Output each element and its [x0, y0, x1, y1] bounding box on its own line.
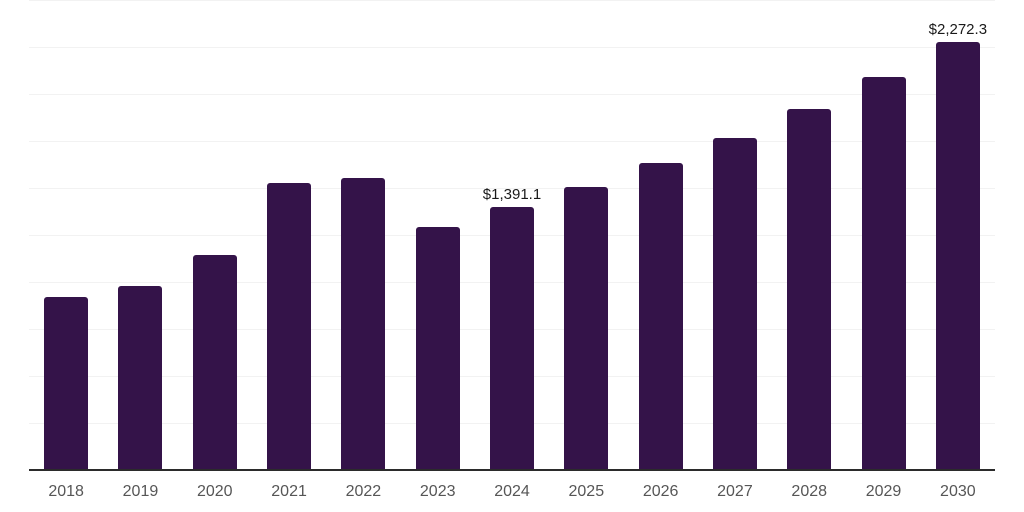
bar-2018[interactable]: [44, 296, 89, 469]
x-tick-label-2022: 2022: [345, 483, 382, 500]
bar-2020[interactable]: [192, 255, 237, 469]
gridline: [29, 94, 995, 95]
gridline: [29, 188, 995, 189]
gridline: [29, 141, 995, 142]
data-label-2030: $2,272.3: [928, 20, 988, 38]
x-tick-label-2030: 2030: [940, 483, 976, 500]
bar-2028[interactable]: [787, 108, 832, 469]
bar-2027[interactable]: [712, 137, 757, 469]
plot-area: $1,391.1 $2,272.3: [29, 0, 995, 471]
bar-2025[interactable]: [564, 186, 609, 469]
x-tick-label-2023: 2023: [419, 483, 456, 500]
bar-2019[interactable]: [118, 285, 163, 469]
bar-2029[interactable]: [861, 77, 906, 469]
bar-2026[interactable]: [638, 163, 683, 469]
gridline: [29, 0, 995, 1]
x-tick-label-2024: 2024: [494, 483, 530, 500]
x-tick-label-2027: 2027: [717, 483, 753, 500]
bar-2023[interactable]: [415, 226, 460, 469]
x-tick-label-2018: 2018: [48, 483, 84, 500]
x-tick-label-2025: 2025: [568, 483, 605, 500]
x-tick-label-2026: 2026: [642, 483, 679, 500]
x-axis-line: [29, 469, 995, 471]
x-tick-label-2029: 2029: [865, 483, 902, 500]
x-tick-label-2028: 2028: [791, 483, 828, 500]
bar-2024[interactable]: [490, 207, 534, 469]
gridline: [29, 47, 995, 48]
bar-2021[interactable]: [267, 183, 312, 469]
bar-2022[interactable]: [341, 177, 386, 469]
x-tick-label-2019: 2019: [122, 483, 159, 500]
x-tick-label-2021: 2021: [271, 483, 307, 500]
x-axis-tick-labels: 2018 2019 2020 2021 2022 2023 2024 2025 2026 2027…: [29, 483, 995, 505]
x-tick-label-2020: 2020: [196, 483, 233, 500]
bar-2030[interactable]: [935, 41, 980, 469]
data-label-2024: $1,391.1: [482, 186, 542, 204]
